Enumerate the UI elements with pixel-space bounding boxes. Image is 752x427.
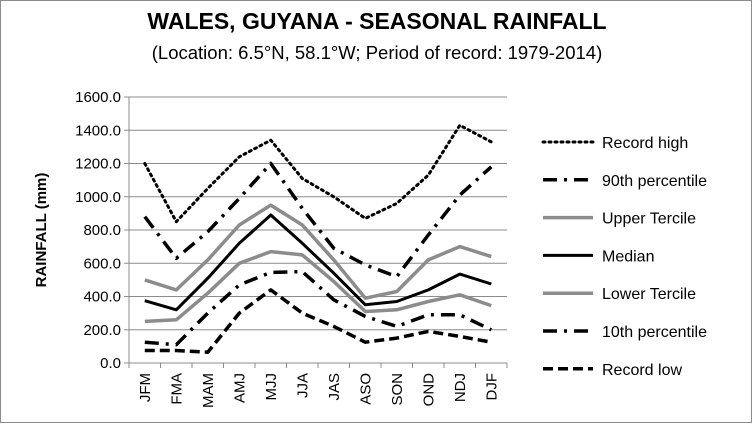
- x-tick-label: ASO: [357, 373, 374, 405]
- x-tick-label: JJA: [294, 373, 311, 398]
- chart-title: WALES, GUYANA - SEASONAL RAINFALL: [147, 8, 606, 34]
- axis-layer: 0.0 200.0 400.0 600.0 800.0 1000.0 1200.0 1400.…: [75, 89, 508, 408]
- y-tick-label: 1400.0: [75, 122, 121, 139]
- x-tick-label: NDJ: [452, 373, 469, 402]
- x-tick-label: MAM: [200, 373, 217, 408]
- series-line-record-low: [144, 288, 492, 354]
- series-line-upper-tercile: [144, 203, 492, 300]
- y-tick-label: 400.0: [83, 289, 121, 306]
- y-tick-label: 1200.0: [75, 156, 121, 173]
- legend-label-median: Median: [602, 248, 654, 265]
- y-tick-label: 1600.0: [75, 89, 121, 106]
- y-tick-label: 0.0: [100, 355, 121, 372]
- x-tick-label: DJF: [483, 373, 500, 401]
- legend-label-lower-tercile: Lower Tercile: [602, 286, 696, 303]
- legend: Record high 90th percentile Upper Tercile M…: [541, 135, 707, 379]
- chart-subtitle: (Location: 6.5°N, 58.1°W; Period of reco…: [152, 42, 603, 63]
- legend-label-record-low: Record low: [602, 362, 682, 379]
- series-layer: [143, 123, 493, 354]
- legend-label-upper-tercile: Upper Tercile: [602, 211, 696, 228]
- y-axis-label: RAINFALL (mm): [33, 173, 50, 288]
- x-tick-label: JFM: [137, 373, 154, 402]
- y-tick-label: 1000.0: [75, 189, 121, 206]
- grid-layer: [129, 96, 507, 364]
- x-tick-label: FMA: [168, 373, 185, 405]
- x-tick-label: OND: [420, 373, 437, 407]
- legend-label-10th-percentile: 10th percentile: [602, 324, 707, 341]
- series-line-lower-tercile: [144, 249, 492, 324]
- series-line-record-high: [143, 123, 493, 224]
- x-tick-label: SON: [389, 373, 406, 406]
- x-tick-label: JAS: [326, 373, 343, 401]
- legend-label-90th-percentile: 90th percentile: [602, 173, 707, 190]
- series-line-median: [144, 213, 492, 312]
- y-tick-label: 600.0: [83, 255, 121, 272]
- y-tick-label: 200.0: [83, 322, 121, 339]
- y-tick-label: 800.0: [83, 222, 121, 239]
- x-tick-label: AMJ: [231, 373, 248, 403]
- x-tick-label: MJJ: [263, 373, 280, 401]
- series-line-10th-percentile: [144, 269, 493, 347]
- legend-label-record-high: Record high: [602, 135, 688, 152]
